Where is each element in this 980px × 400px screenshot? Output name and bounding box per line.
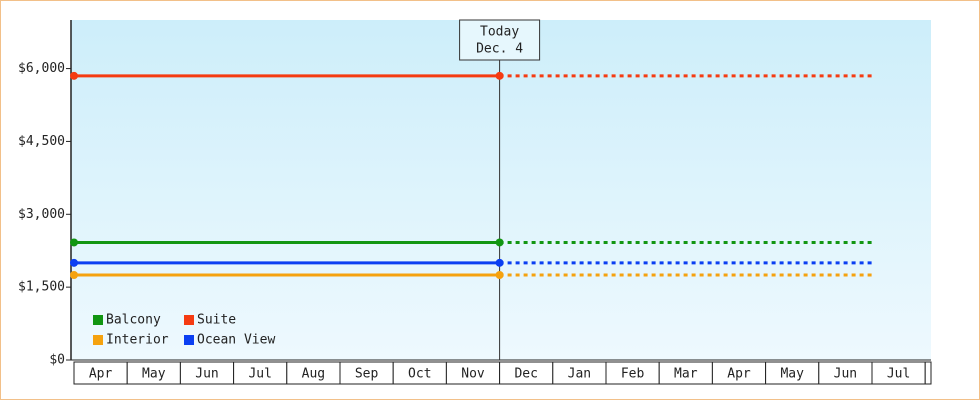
x-tick-label: May [142, 367, 166, 382]
x-tick-label: Jan [568, 367, 591, 382]
point [70, 271, 78, 279]
legend-label: Balcony [106, 313, 161, 328]
x-tick-label: Nov [461, 367, 485, 382]
x-tick-label: Jun [834, 367, 857, 382]
plot-area [71, 20, 931, 360]
x-tick-label: Jul [887, 367, 910, 382]
x-tick-label: Apr [727, 367, 751, 382]
y-tick-label: $6,000 [18, 61, 65, 76]
point [70, 238, 78, 247]
x-tick-label: Mar [674, 367, 698, 382]
y-tick-label: $0 [49, 353, 65, 368]
x-tick-label: May [780, 367, 804, 382]
x-tick-label: Dec [514, 367, 537, 382]
today-box [459, 19, 541, 61]
point [70, 258, 78, 267]
x-tick-label: Jul [248, 367, 271, 382]
x-tick-label: Jun [195, 367, 218, 382]
y-tick-label: $1,500 [18, 280, 65, 295]
today-label: Dec. 4 [476, 42, 523, 57]
x-tick-label: Oct [408, 367, 431, 382]
legend-swatch [93, 315, 103, 325]
legend-swatch [184, 315, 194, 325]
point [70, 71, 78, 80]
x-tick-label: Aug [302, 367, 325, 382]
legend-label: Suite [197, 313, 236, 328]
today-label: Today [480, 25, 519, 40]
x-tick-label: Apr [89, 367, 113, 382]
x-tick-label: Feb [621, 367, 645, 382]
legend-label: Interior [106, 333, 169, 348]
y-tick-label: $4,500 [18, 134, 65, 149]
legend-swatch [93, 335, 103, 345]
month-box [924, 361, 932, 385]
x-tick-label: Sep [355, 367, 379, 382]
y-tick-label: $3,000 [18, 207, 65, 222]
legend-swatch [184, 335, 194, 345]
legend-label: Ocean View [197, 333, 275, 348]
